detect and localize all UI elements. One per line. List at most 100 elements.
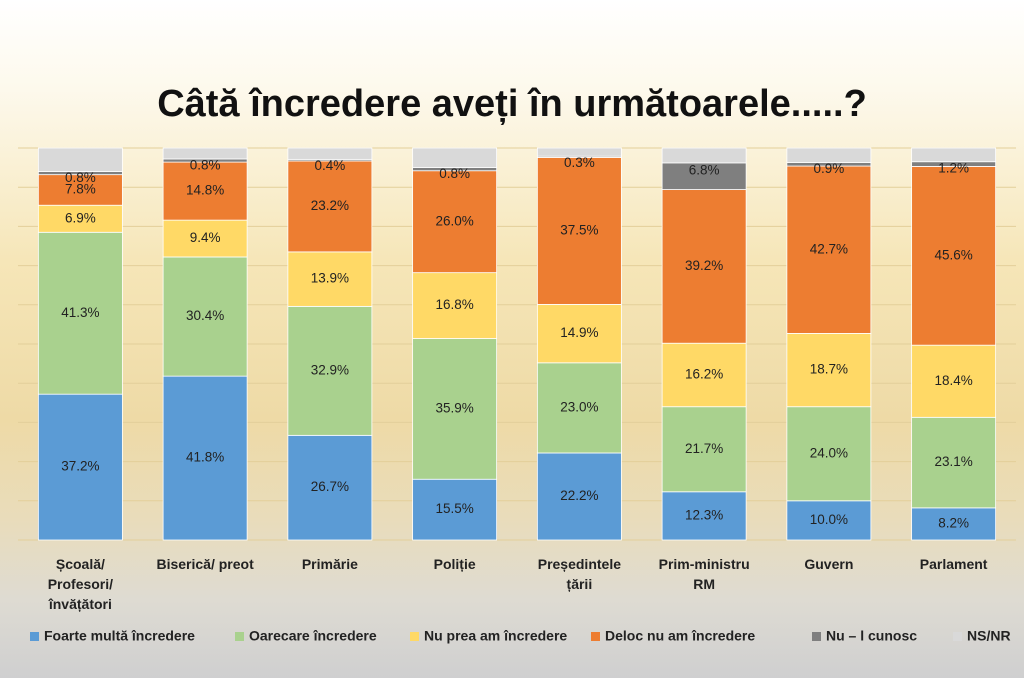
- bar-segment: [911, 507, 997, 541]
- category-label: RM: [693, 576, 715, 592]
- bar-segment: [162, 375, 248, 541]
- bar-segment: [536, 362, 622, 454]
- chart-title: Câtă încredere aveți în următoarele.....…: [157, 83, 867, 125]
- data-label: 41.8%: [186, 450, 224, 465]
- bar-segment: [162, 219, 248, 258]
- data-label: 23.1%: [934, 454, 972, 469]
- category-label: Profesori/: [48, 576, 113, 592]
- data-label: 45.6%: [934, 247, 972, 262]
- category-label: Biserică/ preot: [156, 556, 254, 572]
- data-label: 26.0%: [435, 213, 473, 228]
- data-label: 37.5%: [560, 222, 598, 237]
- data-label: 10.0%: [810, 512, 848, 527]
- legend-label: NS/NR: [967, 628, 1011, 644]
- value-labels: 37.2%41.3%6.9%7.8%0.8%41.8%30.4%9.4%14.8…: [61, 155, 973, 531]
- bar-segment: [661, 342, 747, 408]
- bar-segment: [412, 338, 498, 480]
- bar-segment: [536, 157, 622, 305]
- data-label: 42.7%: [810, 241, 848, 256]
- bar-segment: [162, 161, 248, 221]
- bar-segment: [287, 305, 373, 436]
- data-label: 0.4%: [314, 158, 345, 173]
- data-label: 22.2%: [560, 488, 598, 503]
- bar-segment: [786, 500, 872, 541]
- data-label: 24.0%: [810, 445, 848, 460]
- data-label: 35.9%: [435, 400, 473, 415]
- category-label: Prim-ministru: [659, 556, 750, 572]
- data-label: 1.2%: [938, 160, 969, 175]
- data-label: 30.4%: [186, 308, 224, 323]
- legend-swatch: [235, 632, 244, 641]
- data-label: 26.7%: [311, 479, 349, 494]
- legend-label: Nu prea am încredere: [424, 628, 567, 644]
- bar-segment: [536, 452, 622, 541]
- category-label: Președintele: [538, 556, 621, 572]
- data-label: 16.8%: [435, 297, 473, 312]
- data-label: 23.2%: [311, 198, 349, 213]
- data-label: 39.2%: [685, 258, 723, 273]
- legend-label: Oarecare încredere: [249, 628, 377, 644]
- data-label: 6.8%: [689, 162, 720, 177]
- legend-swatch: [30, 632, 39, 641]
- bar-segment: [162, 256, 248, 377]
- bar-segment: [536, 304, 622, 364]
- category-label: Poliție: [434, 556, 476, 572]
- bar-segment: [37, 204, 123, 233]
- bar-segment: [911, 147, 997, 163]
- bar-segment: [786, 147, 872, 163]
- legend: Foarte multă încredere Oarecare încredere…: [30, 628, 1011, 644]
- data-label: 16.2%: [685, 367, 723, 382]
- bar-segment: [412, 478, 498, 541]
- legend-label: Foarte multă încredere: [44, 628, 195, 644]
- bar-segment: [37, 174, 123, 206]
- data-label: 32.9%: [311, 362, 349, 377]
- bar-segment: [786, 333, 872, 408]
- bar-segment: [661, 189, 747, 344]
- category-labels: Școală/Profesori/învățători Biserică/ pre…: [48, 556, 988, 612]
- bar-segment: [162, 147, 248, 160]
- bar-segment: [37, 231, 123, 395]
- bar-segment: [536, 147, 622, 157]
- legend-label: Nu – l cunosc: [826, 628, 917, 644]
- legend-swatch: [953, 632, 962, 641]
- data-label: 18.7%: [810, 362, 848, 377]
- data-label: 8.2%: [938, 515, 969, 530]
- data-label: 0.8%: [190, 158, 221, 173]
- bar-segment: [911, 416, 997, 509]
- bar-segment: [661, 406, 747, 493]
- category-label: Parlament: [920, 556, 988, 572]
- data-label: 15.5%: [435, 501, 473, 516]
- bar-segment: [911, 166, 997, 346]
- bar-segment: [911, 344, 997, 418]
- category-label: Școală/: [56, 556, 105, 572]
- bar-segment: [412, 147, 498, 169]
- data-label: 14.9%: [560, 325, 598, 340]
- data-label: 18.4%: [934, 373, 972, 388]
- bar-segment: [37, 147, 123, 172]
- data-label: 9.4%: [190, 230, 221, 245]
- category-label: țării: [567, 576, 593, 592]
- data-label: 6.9%: [65, 210, 96, 225]
- bar-segment: [661, 147, 747, 164]
- bar-segment: [287, 147, 373, 160]
- legend-swatch: [812, 632, 821, 641]
- legend-swatch: [591, 632, 600, 641]
- data-label: 0.9%: [813, 161, 844, 176]
- bar-segment: [287, 434, 373, 541]
- bar-segment: [412, 272, 498, 339]
- category-label: Primărie: [302, 556, 358, 572]
- data-label: 37.2%: [61, 459, 99, 474]
- data-label: 0.8%: [439, 166, 470, 181]
- data-label: 7.8%: [65, 182, 96, 197]
- category-label: învățători: [48, 596, 112, 612]
- bar-segment: [287, 251, 373, 307]
- data-label: 0.8%: [65, 170, 96, 185]
- bar-segment: [661, 491, 747, 541]
- data-label: 12.3%: [685, 507, 723, 522]
- bar-segment: [412, 170, 498, 274]
- category-label: Guvern: [804, 556, 853, 572]
- bar-segment: [37, 393, 123, 541]
- bars: [37, 147, 997, 541]
- data-label: 0.3%: [564, 155, 595, 170]
